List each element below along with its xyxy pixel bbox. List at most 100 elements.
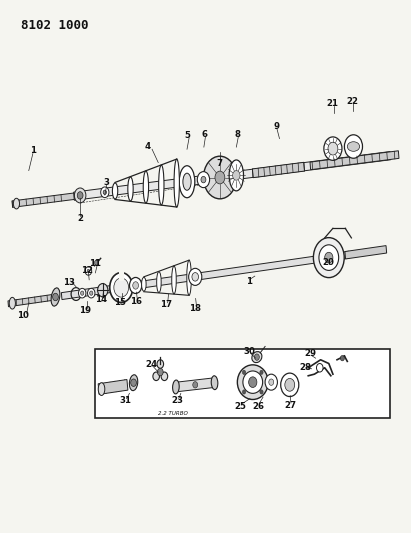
Circle shape	[233, 171, 240, 180]
Ellipse shape	[98, 383, 105, 395]
Text: 1: 1	[246, 277, 252, 286]
Ellipse shape	[161, 372, 168, 381]
Bar	[98, 379, 128, 394]
Text: 13: 13	[63, 278, 75, 287]
Text: 23: 23	[171, 397, 184, 405]
Circle shape	[215, 171, 225, 184]
Circle shape	[344, 135, 363, 158]
Bar	[176, 378, 214, 392]
Text: 24: 24	[145, 360, 157, 369]
Bar	[252, 163, 305, 177]
Text: 5: 5	[184, 132, 190, 140]
Bar	[345, 246, 387, 259]
Text: 8: 8	[235, 130, 240, 139]
Text: 27: 27	[284, 401, 296, 409]
Ellipse shape	[159, 165, 164, 205]
Text: 3: 3	[104, 178, 110, 187]
Ellipse shape	[229, 160, 243, 191]
Circle shape	[254, 354, 259, 360]
Text: 11: 11	[89, 260, 102, 268]
Ellipse shape	[51, 288, 60, 306]
Circle shape	[88, 288, 95, 298]
Text: 29: 29	[305, 350, 317, 358]
Ellipse shape	[113, 183, 118, 199]
Ellipse shape	[243, 371, 263, 393]
Circle shape	[201, 176, 206, 183]
Circle shape	[101, 187, 109, 198]
Circle shape	[87, 269, 90, 272]
Text: 2: 2	[77, 214, 83, 223]
Ellipse shape	[143, 171, 149, 203]
Circle shape	[157, 368, 163, 376]
Circle shape	[260, 390, 263, 394]
Circle shape	[189, 268, 202, 285]
Ellipse shape	[13, 198, 19, 209]
Circle shape	[340, 356, 344, 361]
Bar	[310, 151, 399, 169]
Text: 4: 4	[145, 142, 151, 151]
Circle shape	[260, 370, 263, 375]
Text: 14: 14	[95, 295, 108, 304]
Ellipse shape	[153, 372, 159, 381]
Text: 28: 28	[299, 364, 311, 372]
Text: 19: 19	[79, 306, 92, 314]
Circle shape	[193, 382, 198, 388]
Bar	[74, 151, 391, 200]
Circle shape	[85, 266, 92, 275]
Bar	[8, 294, 54, 306]
Text: 6: 6	[202, 130, 208, 139]
Circle shape	[249, 377, 257, 387]
Circle shape	[325, 252, 333, 263]
Bar	[95, 349, 390, 418]
Ellipse shape	[313, 238, 344, 278]
Ellipse shape	[174, 159, 179, 207]
Circle shape	[95, 260, 99, 265]
Text: 9: 9	[273, 123, 279, 131]
Ellipse shape	[9, 297, 16, 309]
Text: 10: 10	[17, 311, 28, 320]
Ellipse shape	[187, 260, 192, 295]
Circle shape	[269, 379, 274, 385]
Ellipse shape	[252, 352, 262, 362]
Circle shape	[192, 272, 199, 281]
Ellipse shape	[98, 284, 108, 297]
Text: 20: 20	[323, 258, 335, 266]
Circle shape	[203, 156, 236, 199]
Ellipse shape	[172, 266, 176, 294]
Ellipse shape	[179, 166, 195, 198]
Ellipse shape	[183, 173, 191, 190]
Circle shape	[129, 278, 142, 294]
Ellipse shape	[347, 142, 360, 151]
Circle shape	[316, 364, 323, 372]
Ellipse shape	[141, 277, 146, 291]
Circle shape	[79, 288, 86, 298]
Ellipse shape	[211, 376, 218, 390]
Text: 15: 15	[114, 298, 126, 307]
Ellipse shape	[238, 365, 268, 400]
Text: 25: 25	[235, 402, 246, 410]
Ellipse shape	[319, 245, 339, 270]
Text: 17: 17	[160, 301, 173, 309]
Text: 30: 30	[244, 348, 256, 356]
Text: 18: 18	[189, 304, 201, 312]
Circle shape	[74, 188, 86, 203]
Ellipse shape	[157, 272, 161, 293]
Text: 1: 1	[30, 147, 36, 155]
Bar	[61, 251, 350, 300]
Text: 8102 1000: 8102 1000	[21, 19, 88, 31]
Circle shape	[281, 373, 299, 397]
Text: 21: 21	[326, 100, 338, 108]
Circle shape	[324, 137, 342, 160]
Circle shape	[81, 291, 84, 295]
Circle shape	[131, 379, 136, 386]
Circle shape	[197, 172, 210, 188]
Circle shape	[53, 293, 58, 301]
Circle shape	[110, 272, 133, 302]
Text: 2.2 TURBO: 2.2 TURBO	[158, 411, 187, 416]
Circle shape	[285, 378, 295, 391]
Ellipse shape	[128, 177, 133, 201]
Ellipse shape	[173, 380, 179, 394]
Circle shape	[265, 374, 277, 390]
Ellipse shape	[157, 360, 164, 368]
Circle shape	[242, 390, 246, 394]
